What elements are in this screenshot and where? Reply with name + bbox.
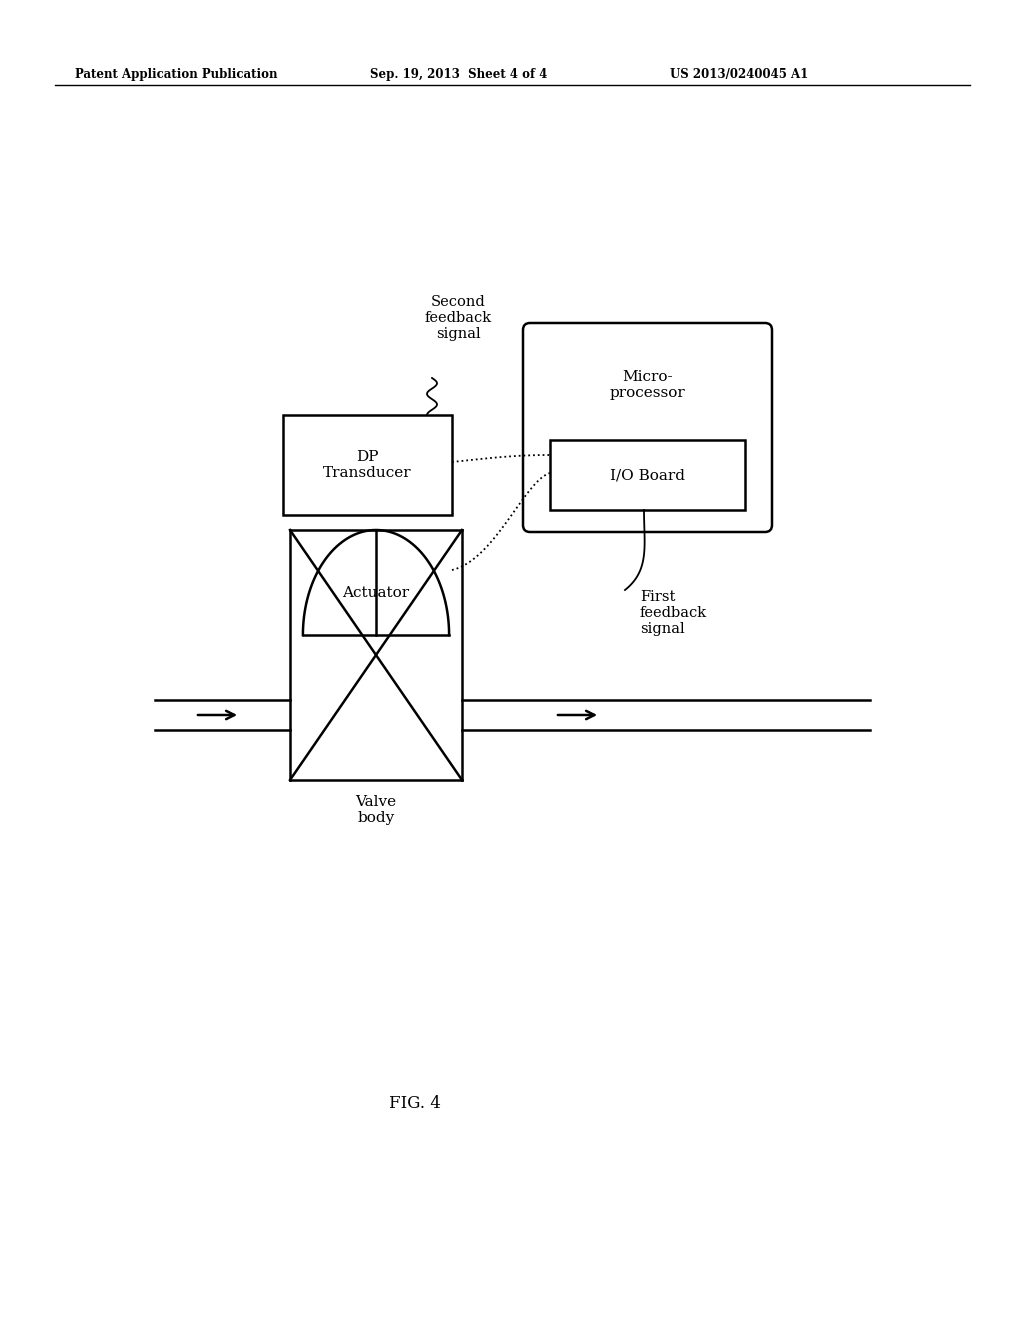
Text: I/O Board: I/O Board (610, 469, 685, 482)
Text: Actuator: Actuator (342, 586, 410, 601)
FancyBboxPatch shape (550, 440, 745, 510)
Text: Valve
body: Valve body (355, 795, 396, 825)
Text: DP
Transducer: DP Transducer (324, 450, 412, 480)
Text: Second
feedback
signal: Second feedback signal (424, 294, 492, 342)
Text: Sep. 19, 2013  Sheet 4 of 4: Sep. 19, 2013 Sheet 4 of 4 (370, 69, 548, 81)
FancyBboxPatch shape (283, 414, 452, 515)
Text: US 2013/0240045 A1: US 2013/0240045 A1 (670, 69, 808, 81)
Text: Patent Application Publication: Patent Application Publication (75, 69, 278, 81)
Text: FIG. 4: FIG. 4 (389, 1096, 441, 1111)
FancyBboxPatch shape (523, 323, 772, 532)
Text: Micro-
processor: Micro- processor (609, 370, 685, 400)
Text: First
feedback
signal: First feedback signal (640, 590, 708, 636)
